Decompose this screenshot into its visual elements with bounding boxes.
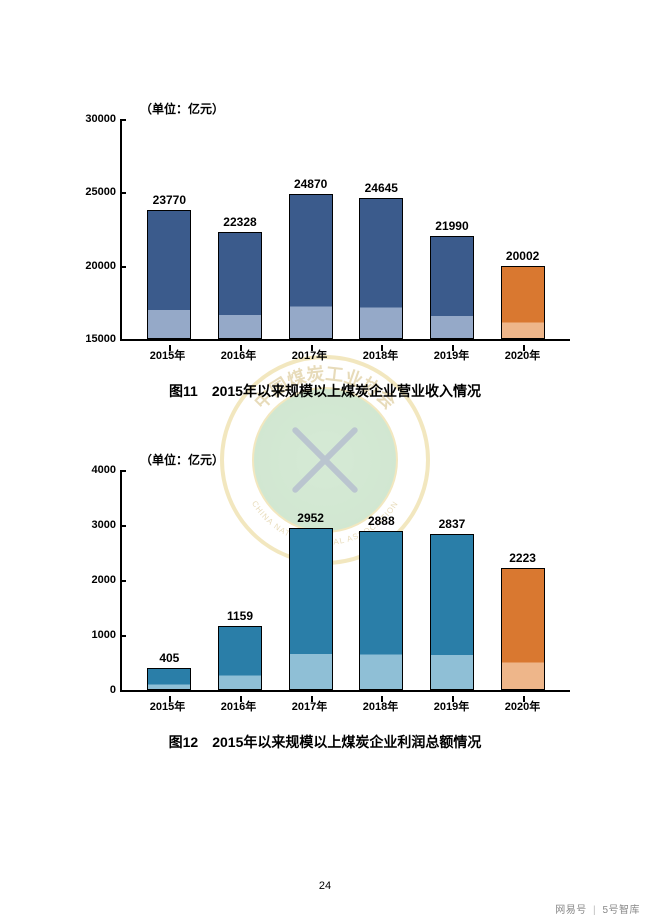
bar: 2837 [430, 534, 474, 690]
y-tick: 0 [68, 684, 116, 696]
bar: 405 [147, 668, 191, 690]
y-tick: 30000 [68, 113, 116, 125]
bar-value: 20002 [506, 249, 539, 263]
bar-slot: 2223 [501, 568, 545, 690]
bar-slot: 2952 [289, 528, 333, 690]
page: 中国煤炭工业协会 CHINA NATIONAL COAL ASSOCIATION… [0, 0, 650, 920]
bar: 21990 [430, 236, 474, 339]
x-label: 2016年 [217, 698, 261, 714]
y-tick: 25000 [68, 186, 116, 198]
bar-value: 2888 [368, 514, 395, 528]
bar-slot: 405 [147, 668, 191, 690]
footer-brand: 网易号 [555, 905, 587, 916]
chart-profit: （单位：亿元） 40511592952288828372223 01000200… [80, 451, 570, 752]
chart1-x-labels: 2015年2016年2017年2018年2019年2020年 [120, 347, 570, 363]
bar-value: 22328 [223, 215, 256, 229]
x-label: 2017年 [288, 698, 332, 714]
chart2-x-labels: 2015年2016年2017年2018年2019年2020年 [120, 698, 570, 714]
bar-slot: 24870 [289, 194, 333, 339]
bar-slot: 21990 [430, 236, 474, 339]
bar-slot: 2888 [359, 531, 403, 690]
bar-slot: 2837 [430, 534, 474, 690]
bar-slot: 1159 [218, 626, 262, 690]
x-label: 2017年 [288, 347, 332, 363]
bar: 24645 [359, 198, 403, 339]
y-tick: 1000 [68, 629, 116, 641]
bar-value: 1159 [227, 609, 253, 623]
bar-slot: 23770 [147, 210, 191, 339]
chart1-unit: （单位：亿元） [140, 100, 570, 117]
footer: 网易号 | 5号智库 [545, 897, 650, 920]
bar-value: 2952 [297, 511, 324, 525]
bar-value: 405 [159, 651, 179, 665]
bar-value: 2837 [439, 517, 466, 531]
y-tick: 15000 [68, 333, 116, 345]
chart1-caption: 图11 2015年以来规模以上煤炭企业营业收入情况 [80, 381, 570, 401]
x-label: 2016年 [217, 347, 261, 363]
y-tick: 4000 [68, 464, 116, 476]
y-tick: 2000 [68, 574, 116, 586]
page-number: 24 [319, 880, 331, 892]
chart2-unit: （单位：亿元） [140, 451, 570, 468]
x-label: 2015年 [146, 347, 190, 363]
chart2-caption: 图12 2015年以来规模以上煤炭企业利润总额情况 [80, 732, 570, 752]
bar: 1159 [218, 626, 262, 690]
footer-source: 5号智库 [602, 905, 640, 916]
bar: 20002 [501, 266, 545, 339]
bar-value: 2223 [509, 551, 536, 565]
bar-value: 24870 [294, 177, 327, 191]
bar-slot: 20002 [501, 266, 545, 339]
bar: 2888 [359, 531, 403, 690]
bar-slot: 24645 [359, 198, 403, 339]
bar: 2952 [289, 528, 333, 690]
bar: 22328 [218, 232, 262, 339]
bar-slot: 22328 [218, 232, 262, 339]
bar-value: 21990 [435, 219, 468, 233]
x-label: 2015年 [146, 698, 190, 714]
bar: 2223 [501, 568, 545, 690]
bar: 24870 [289, 194, 333, 339]
chart2-plot: 40511592952288828372223 0100020003000400… [120, 472, 570, 692]
bar-value: 23770 [153, 193, 186, 207]
bar-value: 24645 [365, 181, 398, 195]
y-tick: 3000 [68, 519, 116, 531]
bar: 23770 [147, 210, 191, 339]
chart-revenue: （单位：亿元） 237702232824870246452199020002 1… [80, 100, 570, 401]
y-tick: 20000 [68, 260, 116, 272]
chart1-plot: 237702232824870246452199020002 150002000… [120, 121, 570, 341]
